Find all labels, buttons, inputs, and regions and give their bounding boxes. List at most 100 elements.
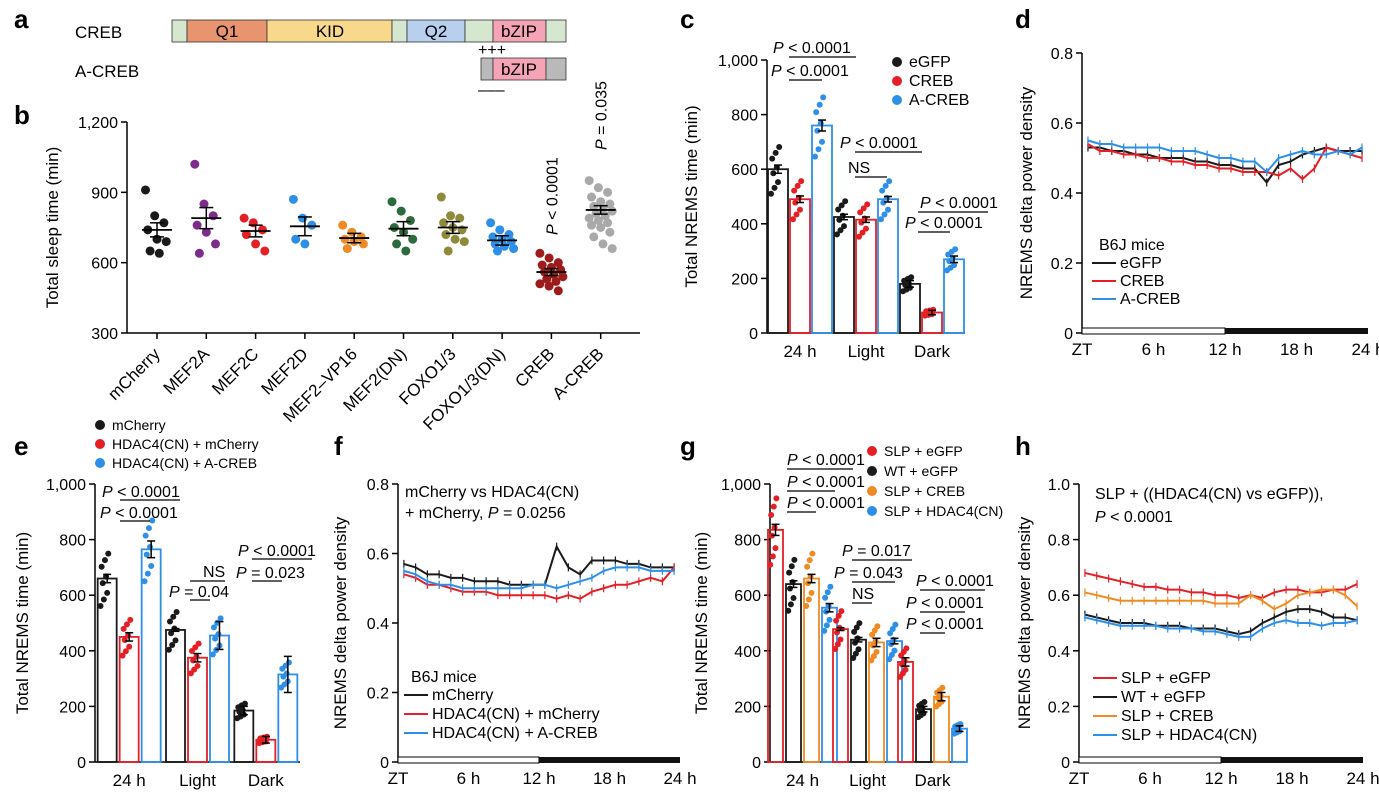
panel-b-data-point [408,234,418,244]
panel-g-data-point [872,638,879,645]
panel-c-data-point [794,182,801,189]
panel-c-data-point [841,223,847,230]
panel-g-data-point [806,557,813,564]
panel-b-data-point [450,234,460,244]
panel-c-data-point [864,201,871,208]
panel-e-data-point [127,616,134,623]
panel-e-data-point [105,550,112,557]
panel-g-pvalue: P < 0.0001 [906,595,984,612]
panel-c-y-axis-title: Total NREMS time (min) [682,105,701,287]
panel-b-data-point [190,159,200,169]
panel-h-legend-label: SLP + CREB [1121,708,1214,725]
panel-b-data-point [307,220,317,230]
panel-h-y-axis-title: NREMS delta power density [1015,516,1034,729]
panel-c-data-point [838,202,845,209]
panel-e-pvalue: P < 0.0001 [100,505,178,522]
panel-g-data-point [772,545,779,552]
panel-e-data-point [241,700,248,707]
panel-c-pvalue: P < 0.0001 [920,195,998,212]
panel-f-light-phase-bar [397,756,540,764]
panel-c-data-point [813,109,820,116]
panel-label-g: g [680,431,696,461]
plots-layer: 300 600 900 1,200 Total sleep time (min) mChe… [13,40,1379,790]
panel-c-data-point [790,216,796,223]
panel-g-data-point [804,563,811,570]
panel-c-data-point [951,262,957,269]
panel-e-pvalue: P < 0.0001 [238,543,316,560]
panel-g-pvalue: P = 0.043 [834,565,903,582]
panel-c-legend-marker [892,57,902,67]
panel-g-data-point [854,635,861,642]
panel-g-data-point [832,646,839,653]
panel-e-data-point [97,603,104,610]
panel-b-data-point [154,248,164,258]
panel-b-data-point [607,206,617,216]
panel-b-y-tick-label: 600 [91,256,118,273]
panel-b-data-point [150,211,160,221]
panel-b-data-point [544,253,554,263]
panel-c-legend-marker [892,76,902,86]
creb-linker-2 [391,19,408,43]
panel-d-legend-label: A-CREB [1120,291,1180,308]
panel-g-legend-marker [867,466,877,476]
domain-q2-label: Q2 [425,22,448,41]
panel-g-data-point [903,645,910,652]
panel-g-data-point [852,650,859,657]
panel-e-data-point [215,631,222,638]
panel-g-data-point [850,655,857,662]
panel-f-y-tick-label: 0.6 [367,547,389,564]
panel-g-data-point [888,651,895,658]
panel-e-y-tick-label: 200 [59,699,86,716]
panel-g-data-point [767,561,774,568]
panel-d-x-tick-label: 24 h [1351,340,1379,359]
panel-b-x-tick-label: MEF2A [160,344,214,398]
panel-h-light-phase-bar [1078,756,1222,764]
panel-f-legend-label: HDAC4(CN) + A-CREB [432,725,598,742]
panel-e-data-point [209,651,216,658]
panel-c-data-point [879,187,886,194]
panel-b-data-point [504,230,514,240]
panel-b-data-point [288,194,298,204]
panel-c-data-point [814,127,821,134]
panel-b-data-point [605,227,615,237]
creb-linker-1 [171,19,188,43]
domain-q1-label: Q1 [216,22,239,41]
panel-c-legend-label: CREB [909,73,953,90]
panel-b-data-point [535,279,545,289]
panel-d-x-tick-label: 6 h [1142,340,1166,359]
panel-c-data-point [769,155,776,162]
panel-g-y-tick-label: 1,000 [721,477,761,494]
panel-c-data-point [770,170,777,177]
panel-d-legend-label: CREB [1120,273,1164,290]
panel-h-y-tick-label: 1.0 [1048,477,1070,494]
panel-b-data-point [544,281,554,291]
domain-kid-label: KID [316,22,344,41]
panel-c-data-point [775,179,781,186]
panel-f-title: mCherry vs HDAC4(CN) [405,484,579,501]
panel-b-data-point [300,239,310,249]
panel-c-data-point [857,209,864,216]
panel-f-x-tick-label: 18 h [593,769,626,788]
panel-b-y-tick-label: 300 [91,326,118,343]
panel-c-legend-label: eGFP [909,54,951,71]
panel-c-pvalue: P < 0.0001 [771,63,849,80]
panel-label-h: h [1015,431,1031,461]
acreb-bzip-label: bZIP [501,60,537,79]
domain-bzip-label: bZIP [501,22,537,41]
panel-c-data-point [882,182,889,189]
panel-b-data-point [405,215,415,225]
panel-d-y-tick-label: 0.2 [1051,256,1073,273]
panel-f-series-line [403,544,675,586]
panel-b-data-point [584,176,594,186]
panel-b-data-point [509,244,519,254]
panel-g-x-tick-label: Light [849,771,886,790]
panel-g-x-tick-label: Dark [915,771,951,790]
panel-b-data-point [598,239,608,249]
panel-h-legend-label: WT + eGFP [1121,689,1206,706]
panel-c-data-point [881,211,888,218]
panel-e-data-point [101,557,108,564]
panel-g-data-point [822,594,829,601]
creb-linker-3 [464,19,494,43]
panel-e-data-point [173,609,180,616]
panel-d-x-tick-label: ZT [1072,340,1093,359]
